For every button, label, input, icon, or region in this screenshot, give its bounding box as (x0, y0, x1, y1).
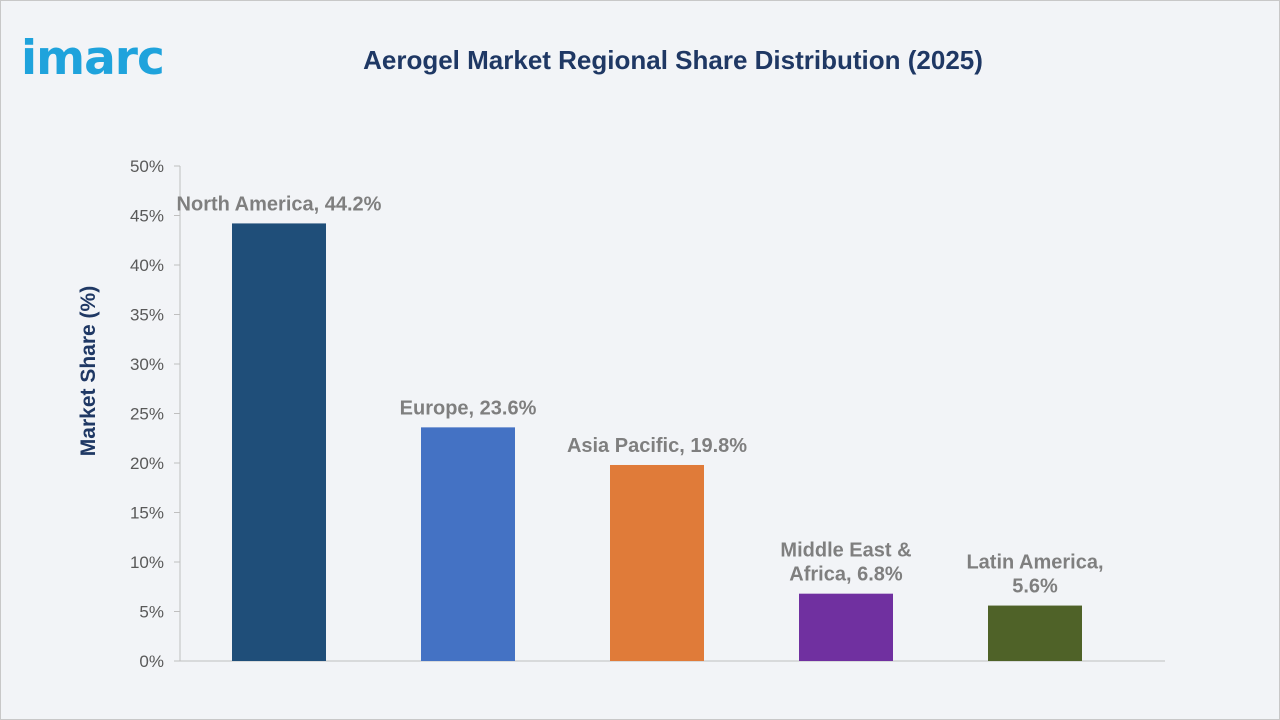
y-tick-label: 45% (130, 207, 164, 226)
bar-2 (421, 427, 515, 661)
imarc-logo: imarc (21, 31, 165, 86)
chart-title: Aerogel Market Regional Share Distributi… (363, 45, 983, 75)
y-tick-label: 50% (130, 157, 164, 176)
y-tick-label: 10% (130, 553, 164, 572)
data-label: 5.6% (1012, 576, 1058, 598)
data-label: North America, 44.2% (177, 193, 382, 215)
y-tick-label: 20% (130, 454, 164, 473)
y-tick-label: 5% (139, 603, 164, 622)
y-tick-label: 30% (130, 355, 164, 374)
data-label: Asia Pacific, 19.8% (567, 435, 747, 457)
y-tick-label: 35% (130, 306, 164, 325)
bar-3 (610, 464, 704, 661)
y-tick-label: 0% (139, 652, 164, 671)
y-tick-label: 15% (130, 504, 164, 523)
bar-4 (799, 593, 893, 661)
y-tick-label: 25% (130, 405, 164, 424)
data-label: Africa, 6.8% (789, 564, 903, 586)
y-tick-label: 40% (130, 256, 164, 275)
data-label: Latin America, (966, 552, 1103, 574)
bar-5 (988, 605, 1082, 661)
data-label: Europe, 23.6% (400, 397, 537, 419)
data-label: Middle East & (780, 540, 911, 562)
bar-1 (232, 223, 326, 662)
